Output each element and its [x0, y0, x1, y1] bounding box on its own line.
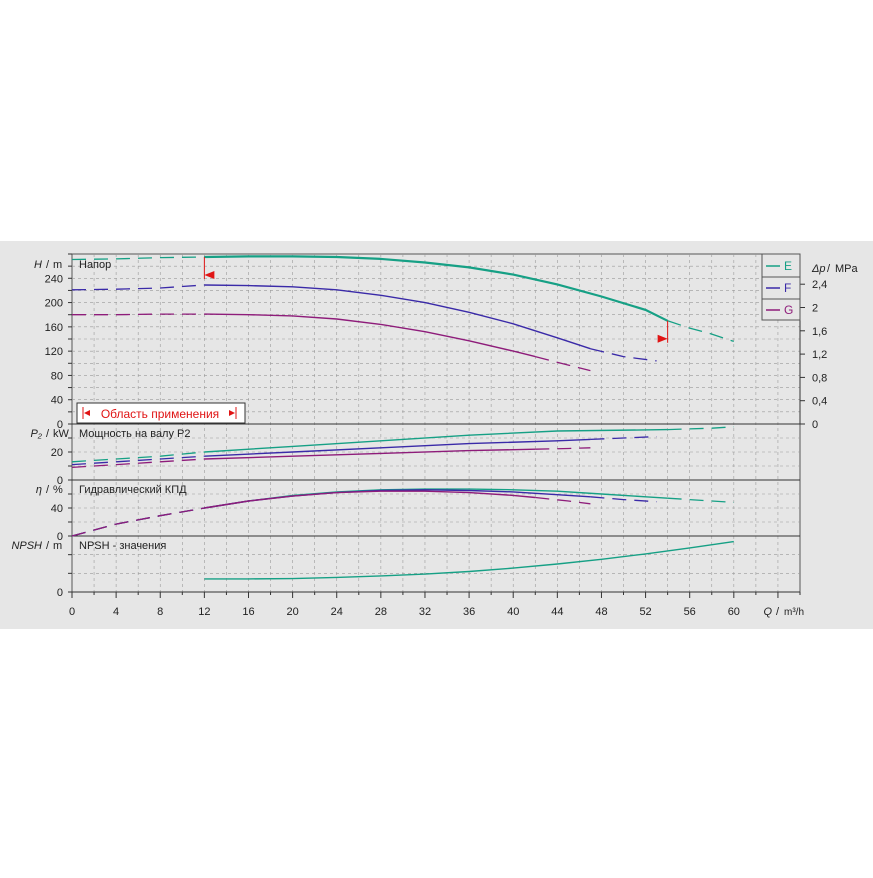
legend-label-G: G	[784, 303, 793, 317]
x-tick-label: 4	[113, 606, 119, 618]
series-F-power-dashed-right	[590, 435, 657, 441]
legend-label-E: E	[784, 259, 792, 273]
range-legend-box	[76, 402, 246, 424]
right-axis-separator: /	[827, 263, 831, 275]
right-axis-label: Δp	[811, 263, 826, 275]
y-tick-label: 0	[57, 419, 63, 431]
y-axis-separator: /	[46, 428, 50, 440]
x-tick-label: 0	[69, 606, 75, 618]
series-G-efficiency-line	[204, 490, 536, 509]
right-axis-tick-label: 1,6	[812, 326, 827, 338]
range-legend-left-arrow	[84, 410, 90, 416]
y-axis-separator: /	[46, 540, 50, 552]
y-tick-label: 240	[45, 273, 63, 285]
x-tick-label: 24	[331, 606, 343, 618]
right-axis-unit: MPa	[835, 263, 859, 275]
series-G-power-line	[204, 448, 536, 460]
x-axis-unit: m³/h	[784, 607, 804, 618]
x-tick-label: 16	[242, 606, 254, 618]
y-tick-label: 20	[51, 447, 63, 459]
right-axis-tick-label: 0,8	[812, 372, 827, 384]
right-axis-tick-label: 0	[812, 419, 818, 431]
series-G-power-dashed-left	[71, 458, 205, 469]
x-tick-label: 12	[198, 606, 210, 618]
panel-title: Гидравлический КПД	[79, 484, 187, 496]
y-axis-unit: %	[53, 484, 63, 496]
range-legend-label: Область применения	[101, 407, 219, 421]
range-legend-right-arrow	[229, 410, 235, 416]
series-E-power-dashed-left	[71, 451, 205, 463]
x-tick-label: 60	[728, 606, 740, 618]
range-start-arrow	[204, 271, 215, 280]
series-G-head-line	[204, 313, 536, 358]
series-E-head-line	[204, 255, 669, 322]
series-E-power-dashed-right	[667, 426, 734, 431]
y-axis-label: η	[36, 484, 42, 496]
series-G-efficiency-dashed-right	[535, 496, 591, 505]
series-G-head-dashed-left	[72, 313, 205, 316]
y-axis-label: H	[34, 259, 42, 271]
series-F-power-line	[204, 438, 591, 457]
series-lines	[71, 255, 735, 580]
series-E-npsh-line	[204, 540, 734, 580]
series-E-head-dashed-left	[71, 256, 205, 261]
series-E-efficiency-dashed-right	[667, 497, 734, 504]
series-G-power-dashed-right	[535, 447, 591, 450]
y-tick-label: 40	[51, 395, 63, 407]
y-axis-label: P₂	[30, 428, 42, 440]
right-axis-tick-label: 1,2	[812, 349, 827, 361]
x-tick-label: 52	[639, 606, 651, 618]
y-axis-unit: kW	[53, 428, 70, 440]
x-tick-label: 28	[375, 606, 387, 618]
series-E-power-line	[204, 428, 668, 453]
x-tick-label: 32	[419, 606, 431, 618]
right-axis-tick-label: 2,4	[812, 279, 827, 291]
panel-title: NPSH - значения	[79, 540, 166, 552]
y-axis-unit: m	[53, 259, 62, 271]
y-tick-label: 120	[45, 346, 63, 358]
y-axis-separator: /	[46, 484, 50, 496]
series-F-head-line	[204, 284, 591, 350]
y-tick-label: 0	[57, 587, 63, 599]
right-axis-tick-label: 0,4	[812, 396, 827, 408]
operating-range: Область применения	[76, 257, 669, 424]
y-tick-label: 80	[51, 370, 63, 382]
x-tick-label: 56	[684, 606, 696, 618]
panel-title: Напор	[79, 259, 111, 271]
series-G-head-dashed-right	[535, 355, 591, 372]
y-tick-label: 0	[57, 531, 63, 543]
x-tick-label: 40	[507, 606, 519, 618]
legend-label-F: F	[784, 281, 791, 295]
series-E-head-dashed-right	[667, 320, 735, 343]
x-tick-label: 8	[157, 606, 163, 618]
x-axis: 0 4 8 12 16 20 24 28 32 36 40 44 48 52 56 60 Q / m³/h	[69, 592, 804, 618]
x-tick-label: 20	[286, 606, 298, 618]
x-tick-label: 36	[463, 606, 475, 618]
y-axis-label: NPSH	[11, 540, 42, 552]
y-tick-label: 200	[45, 298, 63, 310]
series-F-power-dashed-left	[71, 455, 205, 466]
legend: EFG	[761, 253, 801, 321]
right-axis-tick-label: 2	[812, 303, 818, 315]
y-tick-label: 0	[57, 475, 63, 487]
y-tick-label: 40	[51, 503, 63, 515]
range-end-arrow	[657, 334, 668, 343]
x-tick-label: 44	[551, 606, 563, 618]
panel-title: Мощность на валу P2	[79, 428, 191, 440]
y-axis-unit: m	[53, 540, 62, 552]
legend-box	[761, 253, 801, 321]
x-axis-label: Q	[763, 606, 772, 618]
x-axis-separator: /	[776, 606, 780, 618]
x-tick-label: 48	[595, 606, 607, 618]
series-F-efficiency-dashed-right	[590, 496, 657, 503]
y-tick-label: 160	[45, 322, 63, 334]
y-axis-separator: /	[46, 259, 50, 271]
series-F-head-dashed-left	[71, 284, 205, 291]
series-G-efficiency-dashed-left	[71, 507, 205, 537]
series-F-head-dashed-right	[590, 348, 657, 362]
